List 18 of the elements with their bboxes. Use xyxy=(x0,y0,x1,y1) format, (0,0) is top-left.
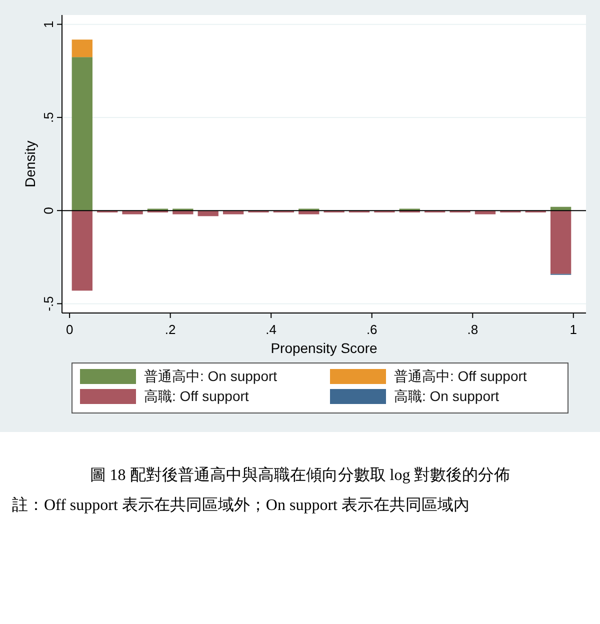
legend-label: 高職: Off support xyxy=(144,388,249,404)
legend-label: 普通高中: Off support xyxy=(394,368,527,384)
x-tick-label: .2 xyxy=(164,322,176,337)
y-tick-label: 0 xyxy=(41,206,56,214)
x-axis-title: Propensity Score xyxy=(270,340,378,356)
x-tick-label: 1 xyxy=(570,322,578,337)
text: 註：Off support 表示在共同區域外；On support 表示在共同區域內 xyxy=(12,496,470,514)
y-tick-label: 1 xyxy=(41,20,56,28)
y-tick-label: -.5 xyxy=(41,296,56,312)
x-tick-label: 0 xyxy=(66,322,74,337)
x-tick-label: .4 xyxy=(266,322,277,337)
x-tick-label: .8 xyxy=(467,322,478,337)
y-axis-title: Density xyxy=(22,140,38,188)
x-tick-label: .6 xyxy=(366,322,378,337)
legend-label: 高職: On support xyxy=(394,388,500,404)
caption: 圖 18 配對後普通高中與高職在傾向分數取 log 對數後的分佈 xyxy=(90,466,510,484)
y-tick-label: .5 xyxy=(41,112,56,123)
legend-label: 普通高中: On support xyxy=(144,368,278,384)
